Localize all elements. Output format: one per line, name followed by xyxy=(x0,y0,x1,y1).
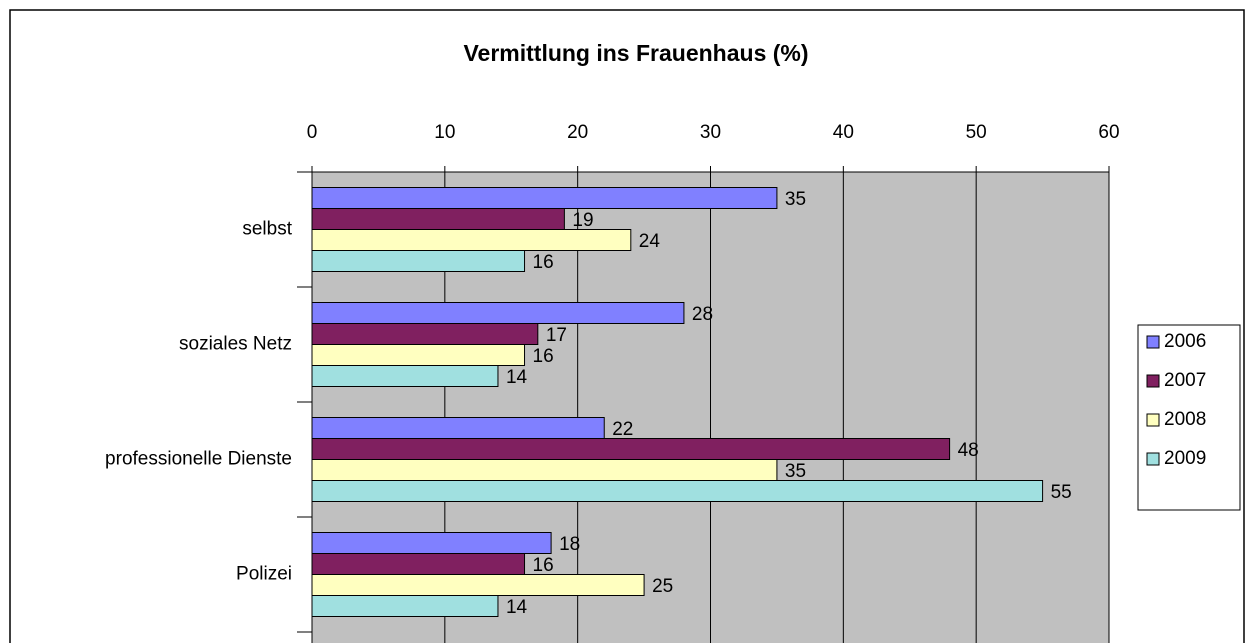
x-tick-label: 0 xyxy=(307,122,318,143)
y-tick-label: selbst xyxy=(242,219,292,240)
bar xyxy=(311,323,539,345)
chart-title: Vermittlung ins Frauenhaus (%) xyxy=(463,40,808,66)
x-tick-label: 60 xyxy=(1098,122,1119,143)
legend-label: 2006 xyxy=(1164,331,1206,352)
legend-swatch xyxy=(1146,374,1160,388)
value-label: 35 xyxy=(785,461,806,482)
value-label: 16 xyxy=(533,252,554,273)
value-label: 14 xyxy=(506,597,528,618)
bar xyxy=(311,365,499,387)
bar xyxy=(311,595,499,617)
bar xyxy=(311,532,552,554)
value-label: 17 xyxy=(546,325,567,346)
bar xyxy=(311,302,685,324)
legend-label: 2008 xyxy=(1164,409,1206,430)
value-label: 35 xyxy=(785,189,806,210)
x-tick-label: 20 xyxy=(567,122,588,143)
value-label: 25 xyxy=(652,576,673,597)
x-tick-label: 40 xyxy=(833,122,854,143)
value-label: 19 xyxy=(572,210,593,231)
bar xyxy=(311,187,778,209)
value-label: 22 xyxy=(612,419,633,440)
bar xyxy=(311,574,645,596)
bar xyxy=(311,208,565,230)
value-label: 16 xyxy=(533,555,554,576)
y-tick-label: professionelle Dienste xyxy=(105,449,292,470)
bar xyxy=(311,229,632,251)
value-label: 24 xyxy=(639,231,661,252)
y-tick-label: Polizei xyxy=(236,564,292,585)
legend-label: 2009 xyxy=(1164,448,1206,469)
bar xyxy=(311,553,526,575)
bar xyxy=(311,459,778,481)
value-label: 28 xyxy=(692,304,713,325)
value-label: 55 xyxy=(1051,482,1072,503)
bar xyxy=(311,344,526,366)
bar xyxy=(311,250,526,272)
legend-swatch xyxy=(1146,452,1160,466)
bar xyxy=(311,438,951,460)
x-tick-label: 10 xyxy=(434,122,455,143)
value-label: 18 xyxy=(559,534,580,555)
legend-label: 2007 xyxy=(1164,370,1206,391)
bar xyxy=(311,417,605,439)
bar xyxy=(311,480,1044,502)
x-tick-label: 30 xyxy=(700,122,721,143)
legend-swatch xyxy=(1146,413,1160,427)
y-tick-label: soziales Netz xyxy=(179,334,292,355)
value-label: 16 xyxy=(533,346,554,367)
value-label: 48 xyxy=(958,440,979,461)
x-tick-label: 50 xyxy=(966,122,987,143)
value-label: 14 xyxy=(506,367,528,388)
legend-swatch xyxy=(1146,335,1160,349)
